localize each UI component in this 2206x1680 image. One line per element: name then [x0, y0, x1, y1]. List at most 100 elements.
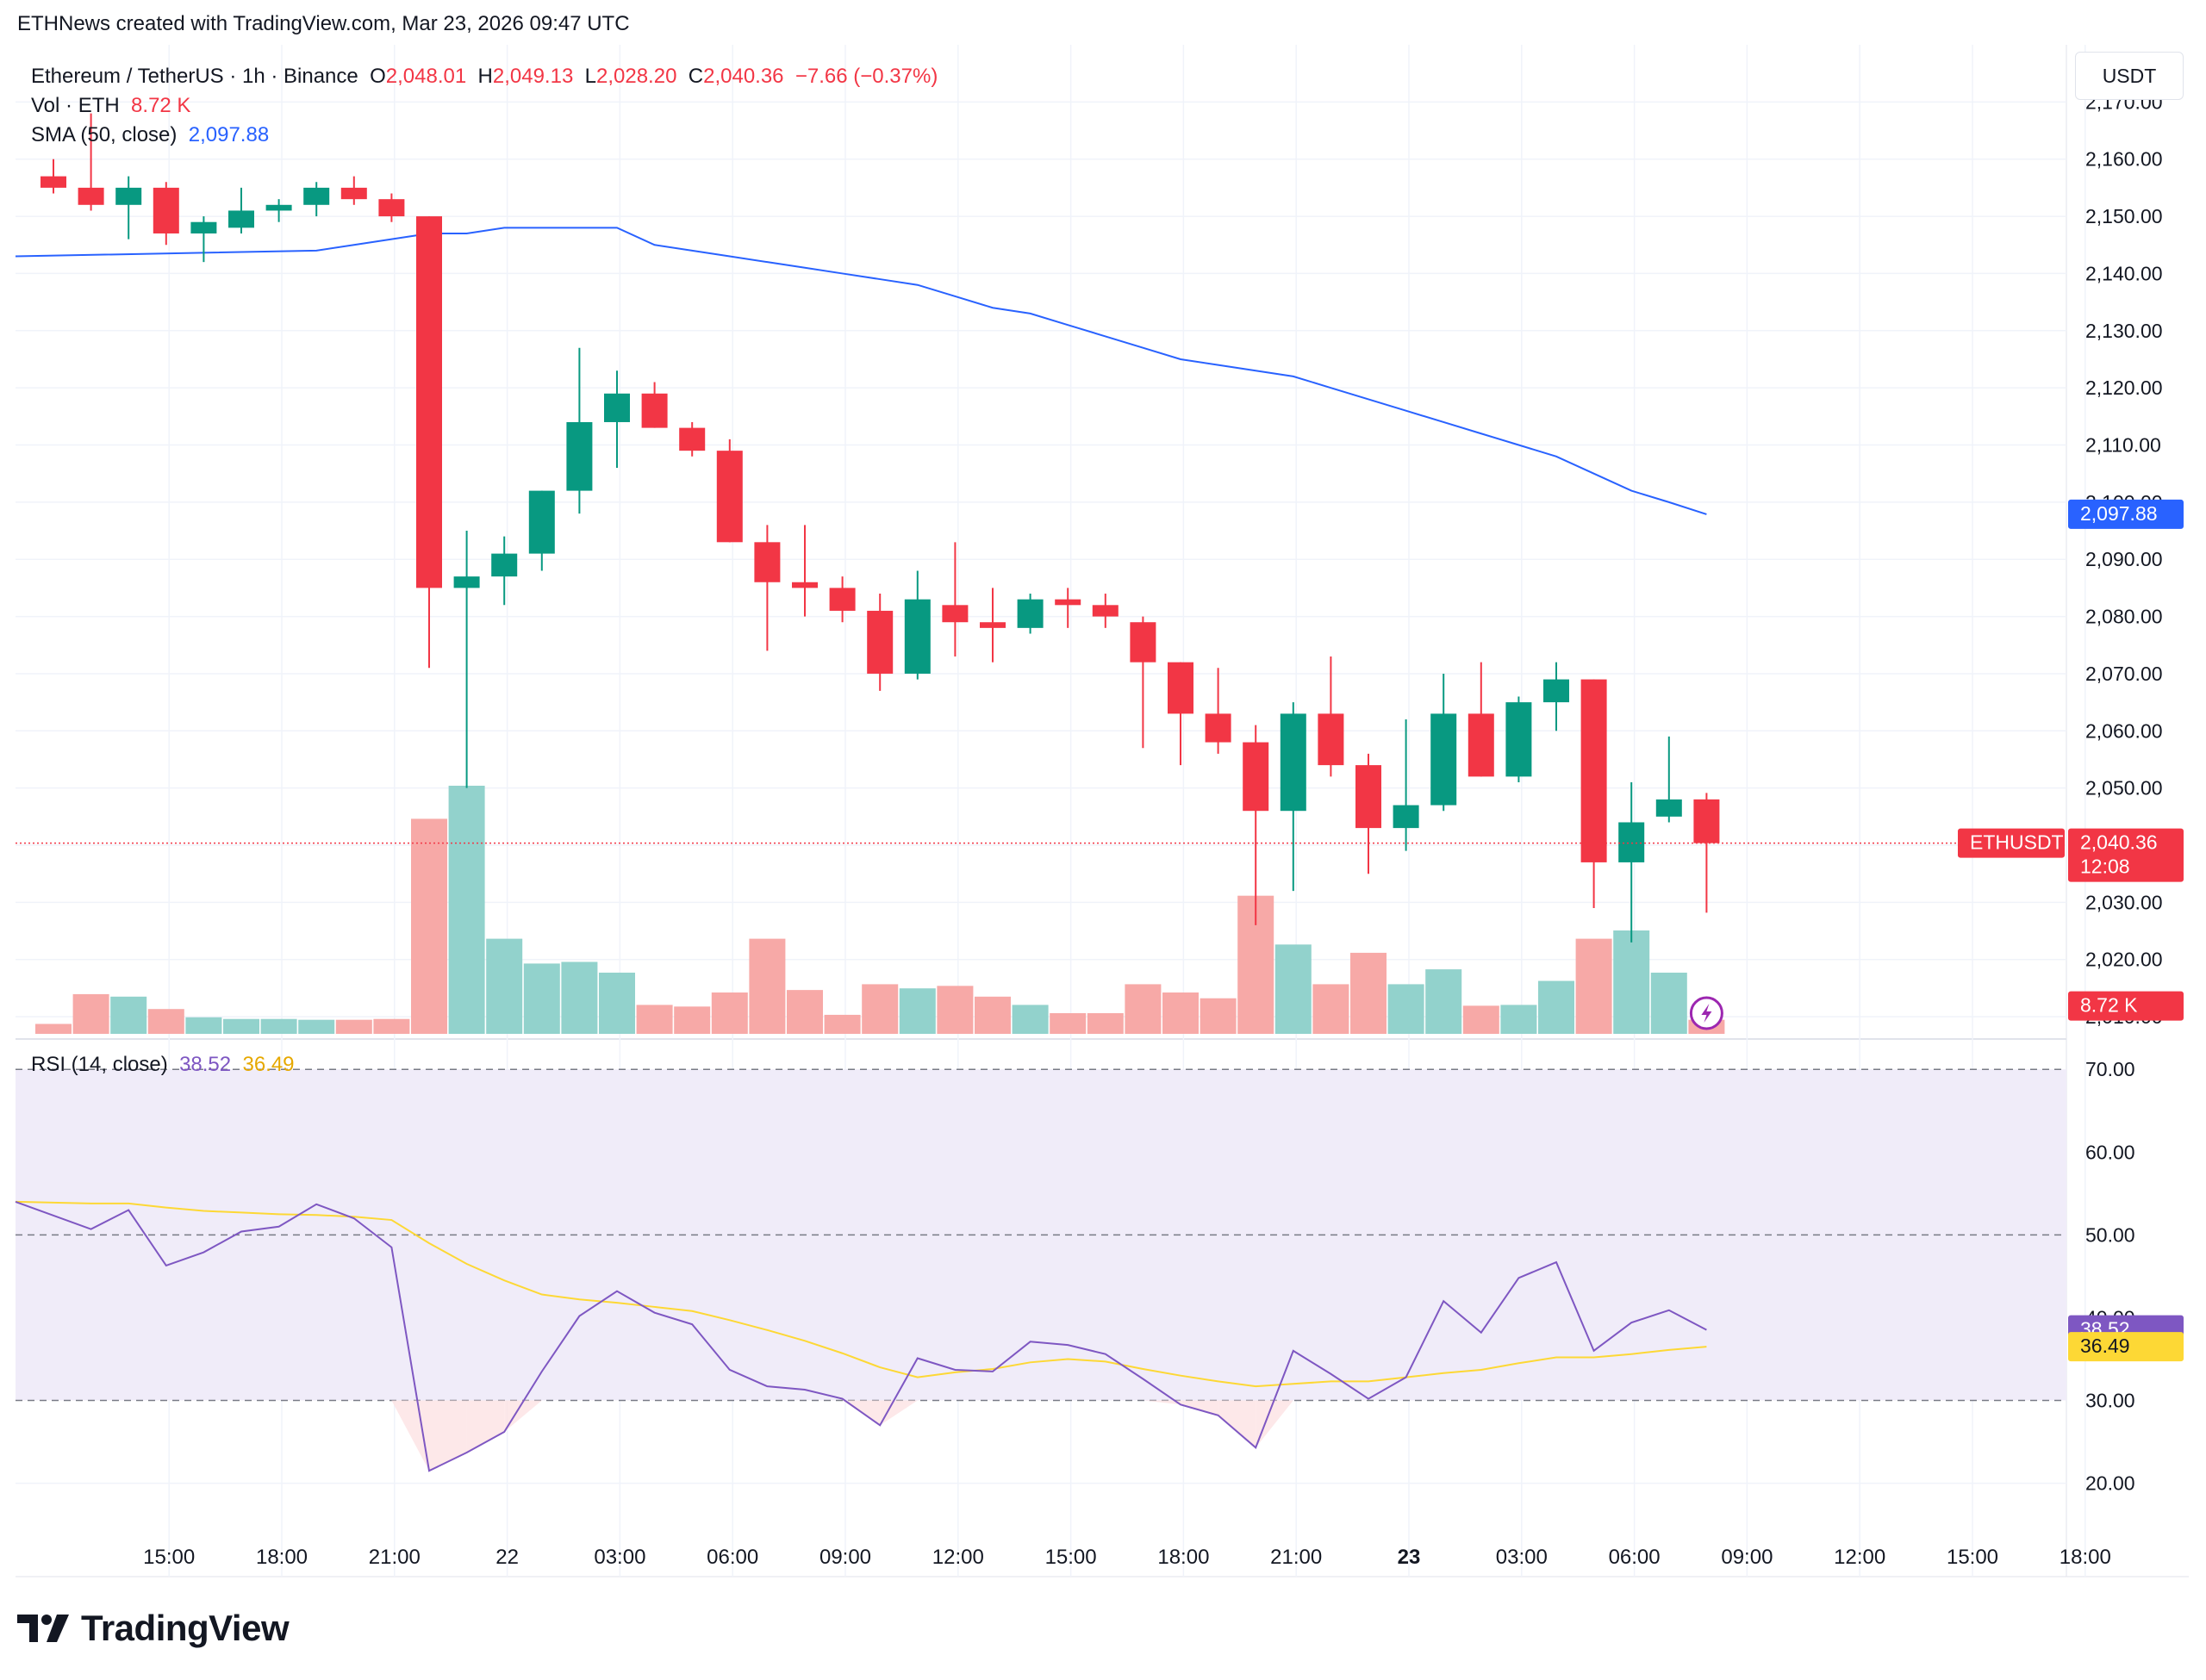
candle-body — [1017, 599, 1044, 628]
volume-bar — [862, 984, 899, 1034]
volume-bar — [260, 1018, 297, 1034]
rsi-ma-badge-text: 36.49 — [2080, 1335, 2130, 1357]
time-tick-label: 06:00 — [1609, 1546, 1661, 1569]
candle-body — [340, 187, 367, 200]
volume-bar — [335, 1019, 372, 1034]
candle-body — [1318, 713, 1344, 766]
rsi-oversold-fill — [1143, 1400, 1181, 1405]
volume-bar — [1425, 969, 1462, 1034]
rsi-line — [15, 1200, 1707, 1472]
rsi-ma-value: 36.49 — [242, 1053, 295, 1076]
close-label: C — [688, 65, 704, 88]
candle-body — [41, 176, 66, 188]
volume-bar — [223, 1018, 259, 1034]
volume-bar — [749, 938, 786, 1034]
volume-label[interactable]: Vol · ETH — [31, 94, 120, 117]
low-label: L — [584, 65, 596, 88]
symbol-title[interactable]: Ethereum / TetherUS · 1h · Binance — [31, 65, 358, 88]
open-value: 2,048.01 — [385, 65, 467, 88]
volume-bar — [1613, 930, 1650, 1034]
last-price-badge-text: 2,040.36 — [2080, 831, 2158, 854]
volume-bar — [824, 1014, 861, 1034]
candle-body — [1205, 713, 1231, 743]
rsi-oversold-fill — [1181, 1400, 1218, 1416]
volume-bar — [411, 818, 447, 1034]
volume-bar — [1538, 980, 1574, 1034]
candle-body — [78, 187, 104, 205]
price-tick-label: 2,160.00 — [2085, 148, 2163, 171]
rsi-ma-badge — [2068, 1332, 2184, 1362]
volume-bar — [523, 963, 560, 1034]
time-tick-label: 18:00 — [2060, 1546, 2111, 1569]
candle-body — [1468, 713, 1494, 777]
rsi-oversold-fill — [880, 1400, 918, 1426]
rsi-tick-label: 30.00 — [2085, 1390, 2135, 1412]
currency-button[interactable]: USDT — [2075, 52, 2184, 100]
high-label: H — [477, 65, 493, 88]
volume-bar — [1200, 998, 1237, 1034]
last-price-badge — [2068, 828, 2184, 882]
volume-value: 8.72 K — [131, 94, 191, 117]
candle-body — [754, 542, 781, 582]
volume-bar — [1087, 1013, 1124, 1034]
volume-bar — [298, 1019, 335, 1034]
time-tick-label: 21:00 — [1270, 1546, 1322, 1569]
time-tick-label: 18:00 — [256, 1546, 308, 1569]
candle-body — [867, 610, 894, 674]
sma-legend-row: SMA (50, close) 2,097.88 — [31, 121, 938, 150]
volume-bar — [1162, 992, 1199, 1034]
candle-body — [528, 490, 555, 554]
candle-body — [980, 622, 1006, 628]
symbol-badge-text: ETHUSDT — [1970, 831, 2064, 854]
rsi-oversold-fill — [1218, 1400, 1256, 1448]
candle-body — [1430, 713, 1457, 806]
price-tick-label: 2,020.00 — [2085, 949, 2163, 971]
rsi-oversold-fill — [504, 1400, 542, 1433]
candle-body — [153, 187, 179, 233]
volume-bar — [35, 1024, 72, 1034]
time-tick-label: 23 — [1398, 1546, 1421, 1569]
volume-bar — [561, 961, 598, 1034]
candle-body — [1168, 662, 1193, 714]
volume-bar — [1012, 1005, 1049, 1034]
sma-label[interactable]: SMA (50, close) — [31, 123, 178, 146]
rsi-tick-label: 20.00 — [2085, 1472, 2135, 1495]
candle-body — [190, 221, 217, 233]
volume-bar — [899, 988, 936, 1034]
volume-badge-text: 8.72 K — [2080, 994, 2138, 1017]
price-tick-label: 2,120.00 — [2085, 376, 2163, 399]
tradingview-logo[interactable]: TradingView — [17, 1608, 290, 1649]
rsi-tick-label: 70.00 — [2085, 1058, 2135, 1080]
volume-bar — [110, 996, 147, 1034]
rsi-label[interactable]: RSI (14, close) — [31, 1053, 168, 1076]
volume-bar — [636, 1005, 673, 1034]
candle-body — [1618, 822, 1645, 862]
price-tick-label: 2,080.00 — [2085, 606, 2163, 628]
volume-bar — [599, 972, 635, 1034]
rsi-ma-line — [15, 1200, 1707, 1388]
time-tick-label: 09:00 — [819, 1546, 871, 1569]
candle-body — [1055, 599, 1081, 606]
rsi-oversold-fill — [429, 1400, 467, 1472]
last-price-badge-text: 12:08 — [2080, 856, 2130, 878]
price-tick-label: 2,070.00 — [2085, 663, 2163, 685]
volume-bars — [35, 786, 1725, 1034]
rsi-band — [16, 1068, 2066, 1402]
rsi-lines — [15, 1200, 1707, 1472]
candle-body — [679, 427, 706, 451]
price-tick-label: 2,090.00 — [2085, 548, 2163, 570]
candle-body — [453, 576, 480, 588]
price-tick-label: 2,110.00 — [2085, 434, 2161, 457]
volume-bar — [1312, 984, 1349, 1034]
candle-body — [228, 210, 254, 228]
candle-body — [1543, 679, 1569, 703]
tradingview-logo-text: TradingView — [81, 1608, 290, 1648]
candle-body — [1280, 713, 1306, 812]
price-tick-label: 2,130.00 — [2085, 320, 2163, 342]
volume-bar — [711, 992, 748, 1034]
candle-body — [115, 187, 142, 205]
candle-body — [1693, 799, 1720, 843]
time-tick-label: 15:00 — [1045, 1546, 1097, 1569]
